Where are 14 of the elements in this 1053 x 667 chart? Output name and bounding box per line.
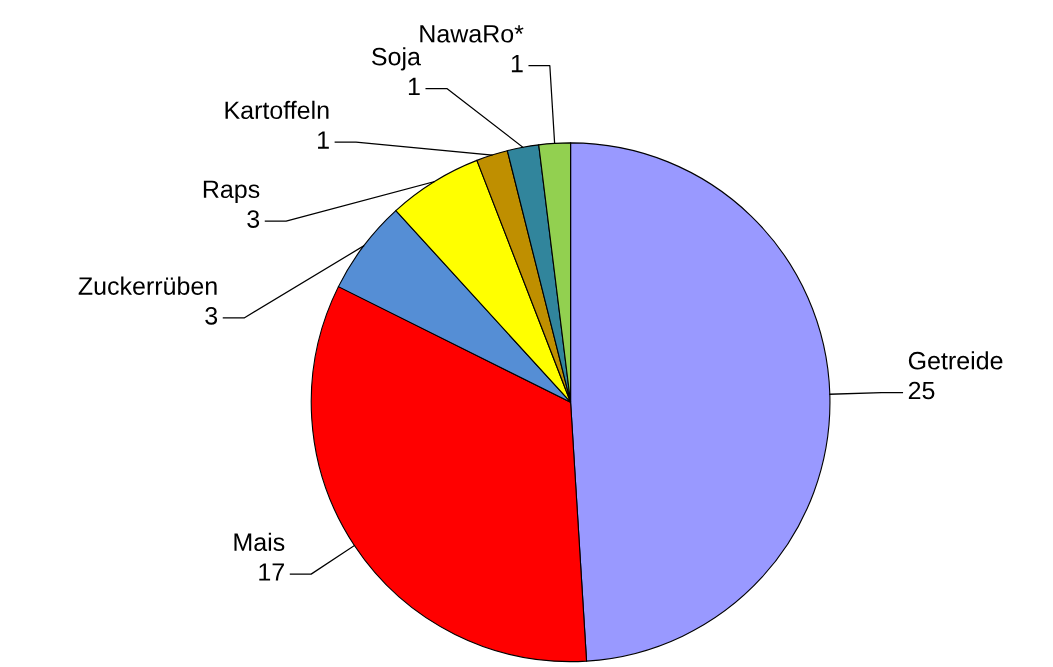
slice-label: NawaRo* bbox=[420, 25, 524, 43]
data-label: 3 bbox=[247, 210, 260, 228]
slice-label: Soja bbox=[372, 47, 421, 71]
data-label: 1 bbox=[408, 77, 420, 96]
data-label: 17 bbox=[259, 563, 284, 581]
slice-label: Kartoffeln bbox=[225, 100, 329, 120]
slice-label: Getreide bbox=[908, 351, 1003, 370]
slice-label: Mais bbox=[234, 532, 285, 552]
data-label: 1 bbox=[318, 131, 329, 149]
data-label: 3 bbox=[205, 306, 218, 325]
slice-label: Zuckerrüben bbox=[78, 276, 217, 295]
slice-label: Raps bbox=[203, 180, 260, 204]
data-label: 25 bbox=[908, 381, 935, 400]
data-label: 1 bbox=[511, 54, 523, 73]
